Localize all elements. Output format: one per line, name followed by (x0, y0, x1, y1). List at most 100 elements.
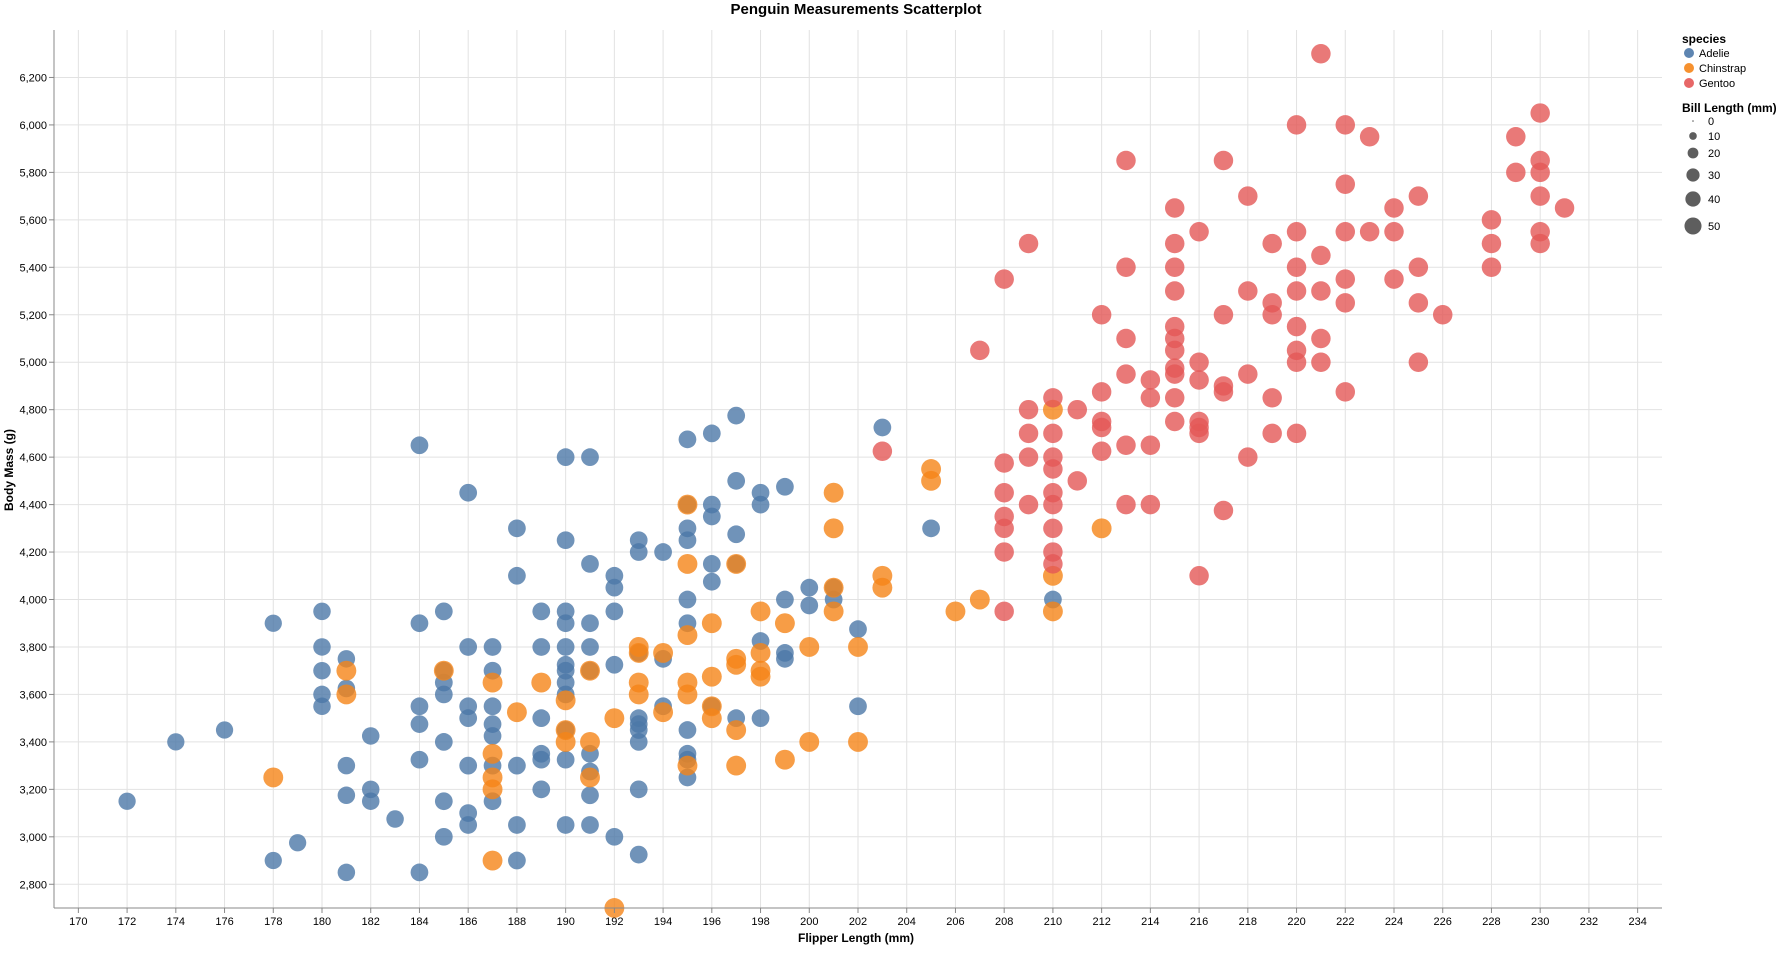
data-point-gentoo (1286, 257, 1307, 278)
data-point-gentoo (1432, 305, 1453, 325)
data-point-chinstrap (921, 470, 942, 491)
x-tick-label: 190 (556, 916, 574, 928)
data-point-gentoo (1067, 471, 1088, 491)
legend-label-chinstrap: Chinstrap (1699, 63, 1746, 75)
data-point-adelie (434, 827, 453, 846)
data-point-gentoo (1384, 221, 1404, 242)
data-point-adelie (702, 555, 721, 573)
data-point-gentoo (1018, 447, 1039, 467)
data-point-adelie (288, 834, 307, 852)
data-point-adelie (629, 543, 648, 561)
data-point-chinstrap (848, 637, 868, 657)
size-legend-label: 20 (1708, 148, 1720, 160)
y-tick-label: 2,800 (19, 879, 47, 891)
data-point-gentoo (1116, 435, 1136, 456)
data-point-gentoo (994, 601, 1014, 622)
data-point-gentoo (1335, 293, 1356, 313)
x-tick-label: 216 (1190, 916, 1208, 928)
data-point-gentoo (1286, 115, 1307, 135)
data-point-adelie (581, 786, 599, 805)
y-tick-label: 3,400 (19, 737, 47, 749)
data-point-chinstrap (823, 518, 844, 539)
size-legend-symbol (1692, 120, 1694, 122)
data-point-gentoo (1189, 352, 1209, 372)
data-point-adelie (410, 863, 429, 882)
legend-swatch-adelie (1684, 48, 1694, 58)
data-point-gentoo (1262, 423, 1282, 444)
data-point-adelie (410, 614, 429, 633)
data-point-adelie (581, 448, 599, 467)
legend-swatch-gentoo (1684, 78, 1694, 88)
data-point-adelie (434, 733, 453, 751)
data-point-adelie (800, 578, 819, 597)
data-point-adelie (483, 727, 502, 745)
data-point-adelie (556, 448, 575, 467)
data-point-adelie (313, 697, 331, 716)
x-tick-label: 198 (751, 916, 769, 928)
data-point-gentoo (1238, 364, 1258, 384)
x-tick-label: 176 (215, 916, 233, 928)
data-point-adelie (313, 638, 331, 656)
y-tick-label: 5,400 (19, 262, 47, 274)
data-point-adelie (215, 721, 234, 739)
data-point-adelie (337, 863, 356, 882)
data-point-adelie (337, 756, 356, 775)
data-point-gentoo (1018, 494, 1039, 515)
data-point-gentoo (1140, 494, 1161, 515)
data-point-chinstrap (726, 720, 747, 740)
legend-label-adelie: Adelie (1699, 48, 1730, 60)
data-point-gentoo (1530, 103, 1550, 123)
x-tick-label: 202 (849, 916, 867, 928)
data-point-chinstrap (653, 702, 674, 723)
x-tick-label: 210 (1044, 916, 1062, 928)
size-legend-symbol (1687, 147, 1699, 159)
size-legend-symbol (1689, 132, 1697, 140)
data-point-adelie (532, 750, 551, 769)
data-point-adelie (873, 418, 892, 437)
data-point-chinstrap (701, 708, 722, 729)
x-tick-label: 234 (1628, 916, 1646, 928)
data-point-chinstrap (1042, 601, 1063, 622)
y-tick-label: 5,000 (19, 357, 47, 369)
data-point-adelie (313, 602, 331, 621)
size-legend-label: 40 (1708, 194, 1720, 206)
data-point-gentoo (1116, 364, 1136, 384)
data-points (118, 43, 1575, 918)
data-point-gentoo (1359, 127, 1380, 147)
data-point-gentoo (1213, 305, 1234, 325)
data-point-gentoo (1213, 500, 1234, 521)
data-point-gentoo (1116, 494, 1136, 515)
data-point-gentoo (1043, 423, 1063, 444)
data-point-gentoo (1530, 233, 1550, 254)
data-point-chinstrap (580, 660, 600, 681)
x-tick-label: 196 (703, 916, 721, 928)
data-point-gentoo (1335, 174, 1356, 194)
data-point-adelie (264, 851, 282, 870)
data-point-chinstrap (726, 654, 747, 675)
data-point-adelie (581, 816, 599, 834)
data-point-gentoo (1091, 441, 1112, 461)
data-point-adelie (678, 590, 697, 609)
data-point-gentoo (1262, 305, 1282, 325)
data-point-adelie (727, 525, 746, 544)
data-point-gentoo (1018, 233, 1039, 254)
data-point-chinstrap (799, 731, 820, 752)
data-point-gentoo (1506, 162, 1526, 183)
data-point-chinstrap (555, 731, 576, 752)
x-tick-label: 204 (898, 916, 916, 928)
data-point-chinstrap (750, 601, 771, 622)
data-point-chinstrap (628, 684, 649, 705)
data-point-adelie (849, 697, 867, 716)
data-point-chinstrap (604, 708, 625, 729)
data-point-chinstrap (945, 601, 966, 622)
data-point-adelie (702, 572, 721, 591)
data-point-adelie (361, 727, 380, 745)
data-point-gentoo (1091, 417, 1112, 438)
data-point-gentoo (1189, 566, 1209, 586)
size-legend-items: 0 10 20 30 40 50 (1684, 116, 1720, 235)
size-legend-title: Bill Length (mm) (1682, 101, 1777, 115)
data-point-chinstrap (726, 755, 747, 776)
data-point-gentoo (1043, 554, 1063, 574)
data-point-gentoo (1311, 352, 1331, 372)
x-tick-label: 226 (1434, 916, 1452, 928)
